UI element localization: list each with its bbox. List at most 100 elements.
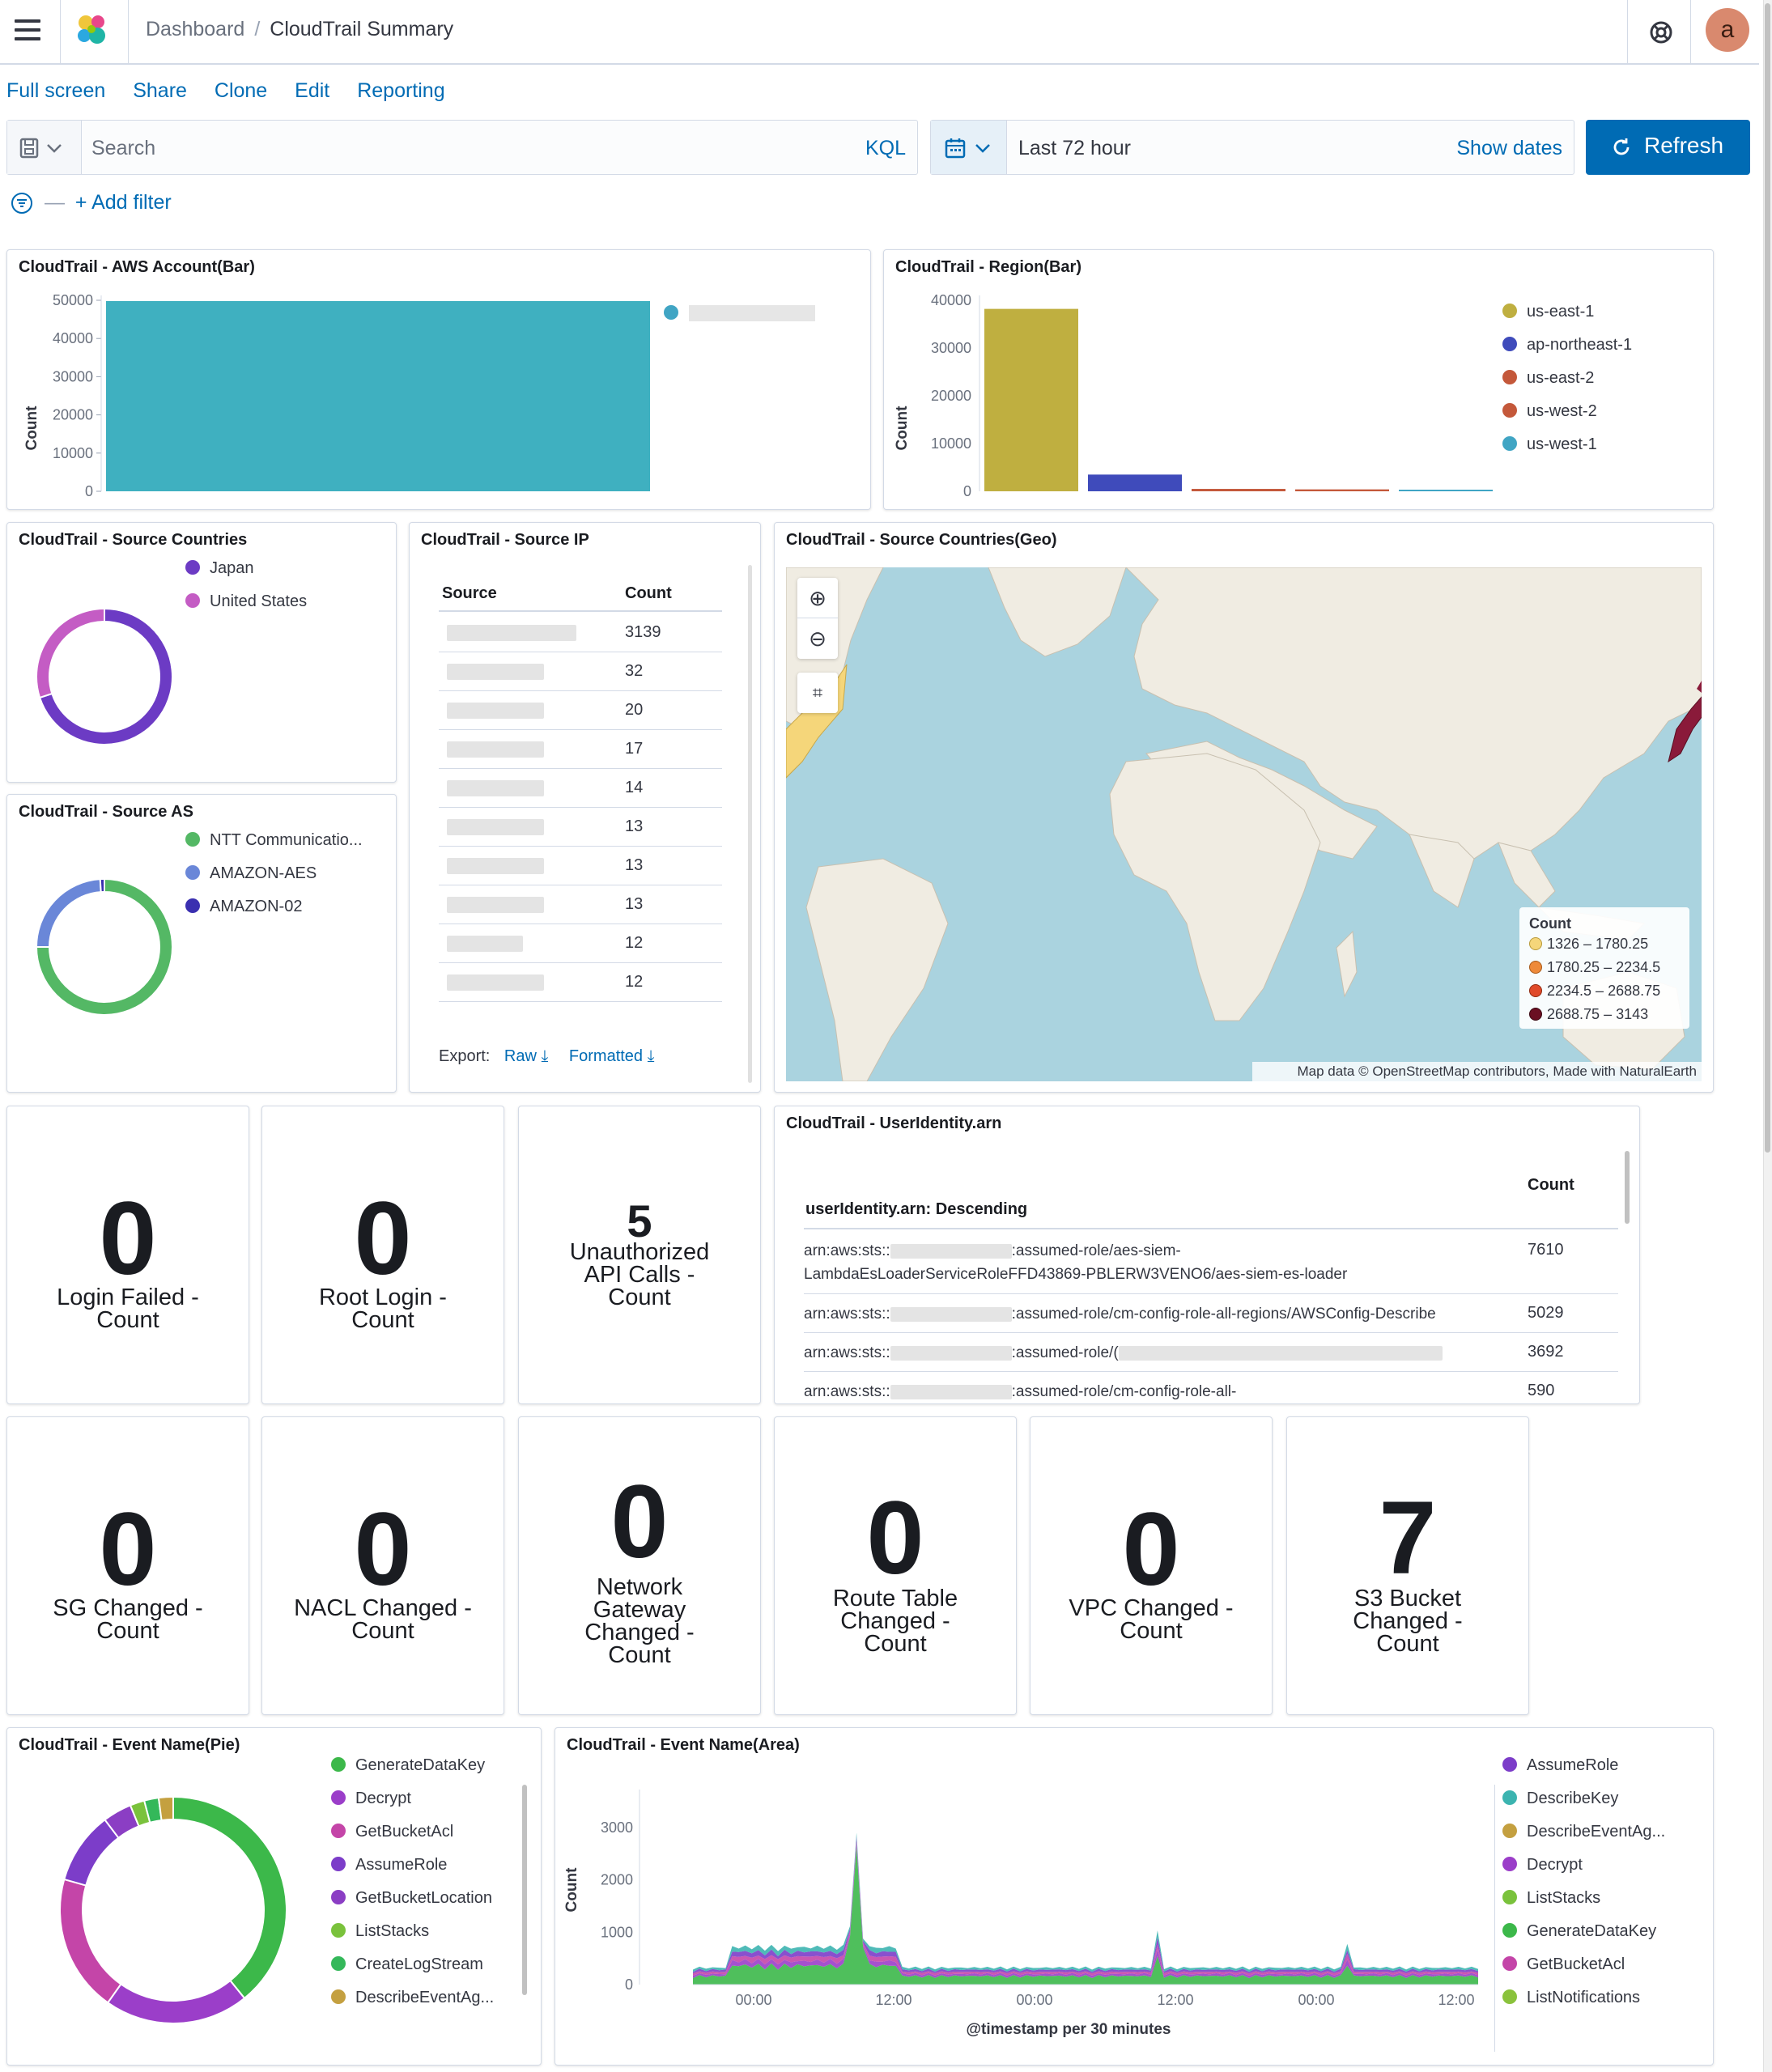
col-source[interactable]: Source xyxy=(442,584,497,602)
area-series[interactable] xyxy=(693,1832,1478,1972)
legend-item[interactable]: AssumeRole xyxy=(1502,1749,1665,1782)
export-raw-link[interactable]: Raw xyxy=(504,1047,537,1065)
bar-ap-northeast-1[interactable] xyxy=(1088,474,1182,491)
show-dates-link[interactable]: Show dates xyxy=(1456,137,1562,159)
legend-item[interactable]: GetBucketAcl xyxy=(331,1815,494,1849)
panel-event-pie: CloudTrail - Event Name(Pie) GenerateDat… xyxy=(6,1727,542,2066)
legend-item[interactable]: CreateLogStream xyxy=(331,1948,494,1981)
table-scrollbar[interactable] xyxy=(748,565,752,1083)
menu-icon[interactable] xyxy=(15,19,40,42)
legend-item[interactable]: GetBucketAcl xyxy=(1502,1948,1665,1981)
panel-title: CloudTrail - Source Countries xyxy=(19,531,248,549)
legend-item[interactable]: AssumeRole xyxy=(331,1849,494,1882)
legend-item[interactable]: ap-northeast-1 xyxy=(1502,329,1632,362)
table-row[interactable]: 14 xyxy=(439,769,722,808)
col-count[interactable]: Count xyxy=(1528,1176,1574,1194)
slice-AMAZON-02[interactable] xyxy=(99,877,105,894)
table-scrollbar[interactable] xyxy=(1625,1151,1630,1224)
table-row[interactable]: arn:aws:sts:::assumed-role/cm-config-rol… xyxy=(804,1372,1618,1404)
legend-item[interactable]: NTT Communicatio... xyxy=(185,824,363,857)
time-range-text[interactable]: Last 72 hour xyxy=(1018,137,1131,159)
slice-United States[interactable] xyxy=(36,607,105,699)
legend-item[interactable]: us-east-2 xyxy=(1502,362,1632,395)
legend-item[interactable]: DescribeEventAg... xyxy=(331,1981,494,2015)
legend-item[interactable]: ListStacks xyxy=(331,1915,494,1948)
legend-item[interactable]: ListNotifications xyxy=(1502,1981,1665,2015)
share-link[interactable]: Share xyxy=(133,79,187,102)
table-row[interactable]: 13 xyxy=(439,885,722,924)
full-screen-link[interactable]: Full screen xyxy=(6,79,106,102)
kql-toggle[interactable]: KQL xyxy=(865,137,906,159)
slice-GetBucketAcl[interactable] xyxy=(59,1878,122,2004)
breadcrumb-dashboard[interactable]: Dashboard xyxy=(146,18,245,40)
y-tick-label: 30000 xyxy=(53,368,93,384)
area-series[interactable] xyxy=(693,1836,1478,1974)
table-row[interactable]: 20 xyxy=(439,691,722,730)
fit-bounds-icon[interactable]: ⌗ xyxy=(797,673,838,713)
legend-item[interactable]: us-west-2 xyxy=(1502,395,1632,428)
legend-item[interactable]: us-east-1 xyxy=(1502,295,1632,329)
table-row[interactable]: arn:aws:sts:::assumed-role/aes-siem- Lamb… xyxy=(804,1231,1618,1294)
legend-item[interactable]: Decrypt xyxy=(331,1782,494,1815)
col-arn[interactable]: userIdentity.arn: Descending xyxy=(805,1200,1028,1218)
slice-AMAZON-AES[interactable] xyxy=(35,878,102,948)
source-ip-redacted xyxy=(447,819,544,835)
legend-item[interactable]: AMAZON-02 xyxy=(185,890,363,923)
search-input[interactable]: Search xyxy=(91,137,156,159)
slice-NTT Communicatio...[interactable] xyxy=(35,877,173,1016)
area-series[interactable] xyxy=(693,1845,1478,1985)
bar-us-west-2[interactable] xyxy=(1295,489,1389,491)
table-row[interactable]: 17 xyxy=(439,730,722,769)
legend-item[interactable]: us-west-1 xyxy=(1502,428,1632,461)
legend-item[interactable]: GenerateDataKey xyxy=(331,1749,494,1782)
japan-region[interactable] xyxy=(1668,696,1702,763)
legend-item[interactable]: Japan xyxy=(185,552,307,585)
table-row[interactable]: 3139 xyxy=(439,614,722,652)
saved-query-button[interactable] xyxy=(7,121,82,174)
export-formatted-link[interactable]: Formatted xyxy=(568,1047,644,1065)
slice-Japan[interactable] xyxy=(38,607,173,745)
quick-select-button[interactable] xyxy=(931,121,1007,174)
filter-icon[interactable] xyxy=(10,191,34,215)
slice-Decrypt[interactable] xyxy=(106,1979,246,2024)
legend-scrollbar[interactable] xyxy=(522,1785,527,1995)
filter-row: — + Add filter xyxy=(10,191,172,215)
slice-AssumeRole[interactable] xyxy=(63,1818,120,1887)
slice-GenerateDataKey[interactable] xyxy=(172,1795,287,2000)
table-row[interactable]: 12 xyxy=(439,924,722,963)
legend-item[interactable]: GetBucketLocation xyxy=(331,1882,494,1915)
edit-link[interactable]: Edit xyxy=(295,79,330,102)
legend-item[interactable]: ListStacks xyxy=(1502,1882,1665,1915)
zoom-in-icon[interactable]: ⊕ xyxy=(797,578,838,618)
legend-item[interactable]: AMAZON-AES xyxy=(185,857,363,890)
bar-us-west-1[interactable] xyxy=(1399,490,1493,491)
col-count[interactable]: Count xyxy=(625,584,672,602)
bar-account[interactable] xyxy=(106,300,650,491)
refresh-button[interactable]: Refresh xyxy=(1586,120,1750,175)
elastic-logo[interactable] xyxy=(74,13,110,49)
table-row[interactable]: 32 xyxy=(439,652,722,691)
add-filter-button[interactable]: + Add filter xyxy=(74,191,172,214)
clone-link[interactable]: Clone xyxy=(214,79,268,102)
y-tick-label: 50000 xyxy=(53,292,93,308)
metric-label: S3 Bucket Changed - Count xyxy=(1353,1586,1463,1657)
table-row[interactable]: 13 xyxy=(439,847,722,885)
legend-item[interactable]: United States xyxy=(185,585,307,618)
table-row[interactable]: arn:aws:sts:::assumed-role/(3692 xyxy=(804,1333,1618,1372)
metric-vpc-changed: 0 VPC Changed - Count xyxy=(1030,1416,1273,1715)
slice-DescribeEventAg...[interactable] xyxy=(157,1795,174,1822)
user-avatar[interactable]: a xyxy=(1706,8,1749,52)
table-row[interactable]: arn:aws:sts:::assumed-role/cm-config-rol… xyxy=(804,1294,1618,1333)
help-icon[interactable] xyxy=(1645,16,1677,49)
table-row[interactable]: 13 xyxy=(439,808,722,847)
zoom-out-icon[interactable]: ⊖ xyxy=(809,626,827,651)
legend-item[interactable]: DescribeEventAg... xyxy=(1502,1815,1665,1849)
bar-us-east-2[interactable] xyxy=(1192,489,1285,491)
legend-item[interactable]: DescribeKey xyxy=(1502,1782,1665,1815)
bar-us-east-1[interactable] xyxy=(984,308,1078,491)
table-row[interactable]: 12 xyxy=(439,963,722,1002)
page-scrollbar-thumb[interactable] xyxy=(1765,3,1770,1153)
reporting-link[interactable]: Reporting xyxy=(357,79,445,102)
legend-item[interactable]: GenerateDataKey xyxy=(1502,1915,1665,1948)
legend-item[interactable]: Decrypt xyxy=(1502,1849,1665,1882)
